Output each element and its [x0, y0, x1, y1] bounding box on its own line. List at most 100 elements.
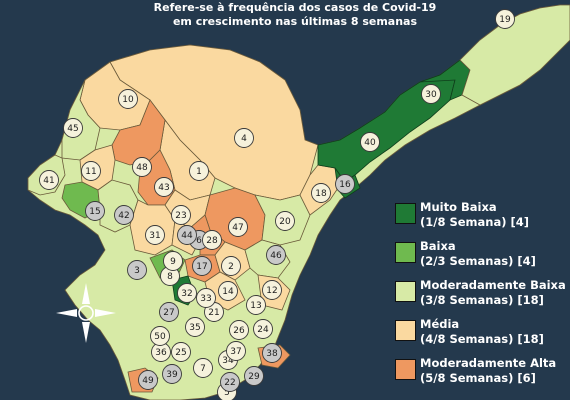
region-number: 5 — [224, 388, 230, 398]
region-marker — [150, 326, 170, 346]
region-marker — [81, 161, 101, 181]
region-marker — [218, 281, 238, 301]
legend-item-muito-baixa: Muito Baixa (1/8 Semana) [4] — [395, 200, 570, 239]
region-marker — [495, 9, 515, 29]
legend-sub: (4/8 Semanas) [18] — [420, 332, 544, 346]
region-label-45: 45 — [63, 118, 83, 138]
region-number: 3 — [134, 266, 140, 276]
region-marker — [163, 251, 183, 271]
map-title-line-2: em crescimento nas últimas 8 semanas — [172, 15, 418, 28]
region-number: 41 — [43, 176, 54, 186]
region-labels: 1234567891011121314151617181920212223242… — [39, 9, 515, 400]
region-number: 42 — [118, 211, 129, 221]
region-number: 44 — [181, 231, 193, 241]
region-label-28: 28 — [202, 230, 222, 250]
legend-sub: (2/3 Semanas) [4] — [420, 254, 536, 268]
region-number: 31 — [149, 231, 160, 241]
region-label-43: 43 — [154, 177, 174, 197]
region-number: 12 — [266, 286, 277, 296]
region-number: 40 — [364, 138, 376, 148]
legend-sub: (1/8 Semana) [4] — [420, 215, 530, 229]
legend-label: Moderadamente Baixa — [420, 278, 566, 292]
legend-label: Baixa — [420, 239, 456, 253]
region-label-22: 22 — [220, 372, 240, 392]
region-label-19: 19 — [495, 9, 515, 29]
region-number: 49 — [142, 376, 154, 386]
region-marker — [118, 89, 138, 109]
region-number: 15 — [89, 207, 100, 217]
region-label-13: 13 — [246, 295, 266, 315]
region-label-32: 32 — [177, 283, 197, 303]
region-marker — [189, 161, 209, 181]
region-number: 34 — [222, 356, 234, 366]
region-label-14: 14 — [218, 281, 238, 301]
region-marker — [221, 256, 241, 276]
region-label-50: 50 — [150, 326, 170, 346]
legend-swatch — [395, 320, 416, 341]
region-label-11: 11 — [81, 161, 101, 181]
region-label-39: 39 — [162, 364, 182, 384]
legend-label: Média — [420, 317, 460, 331]
region-marker — [162, 364, 182, 384]
region-number: 10 — [122, 95, 134, 105]
region-number: 27 — [163, 308, 174, 318]
region-number: 45 — [67, 124, 78, 134]
legend: Muito Baixa (1/8 Semana) [4] Baixa (2/3 … — [395, 200, 570, 395]
region-number: 43 — [158, 183, 169, 193]
region-marker — [114, 205, 134, 225]
region-marker — [185, 317, 205, 337]
region-marker — [171, 342, 191, 362]
region-label-37: 37 — [226, 341, 246, 361]
region-label-1: 1 — [189, 161, 209, 181]
region-label-23: 23 — [171, 205, 191, 225]
region-marker — [202, 230, 222, 250]
region-label-31: 31 — [145, 225, 165, 245]
region-label-7: 7 — [193, 358, 213, 378]
region-marker — [196, 288, 216, 308]
region-number: 24 — [257, 325, 269, 335]
region-marker — [154, 177, 174, 197]
region-number: 30 — [425, 90, 437, 100]
region-label-30: 30 — [421, 84, 441, 104]
region-label-40: 40 — [360, 132, 380, 152]
region-label-25: 25 — [171, 342, 191, 362]
region-number: 33 — [200, 294, 211, 304]
region-marker — [220, 372, 240, 392]
region-number: 26 — [233, 326, 245, 336]
region-label-35: 35 — [185, 317, 205, 337]
region-number: 29 — [248, 372, 260, 382]
region-number: 37 — [230, 347, 241, 357]
region-label-42: 42 — [114, 205, 134, 225]
region-marker — [335, 174, 355, 194]
region-label-47: 47 — [228, 217, 248, 237]
region-number: 11 — [85, 167, 96, 177]
region-label-44: 44 — [177, 225, 197, 245]
region-number: 35 — [189, 323, 200, 333]
legend-swatch — [395, 203, 416, 224]
region-label-3: 3 — [127, 260, 147, 280]
region-number: 1 — [196, 167, 202, 177]
region-number: 13 — [250, 301, 261, 311]
region-45-area — [61, 79, 101, 161]
region-label-46: 46 — [266, 245, 286, 265]
region-number: 14 — [222, 287, 234, 297]
legend-sub: (3/8 Semanas) [18] — [420, 293, 544, 307]
region-label-2: 2 — [221, 256, 241, 276]
region-marker — [193, 358, 213, 378]
legend-sub: (5/8 Semanas) [6] — [420, 371, 536, 385]
legend-item-media: Média (4/8 Semanas) [18] — [395, 317, 570, 356]
region-marker — [266, 245, 286, 265]
region-number: 25 — [175, 348, 186, 358]
region-label-15: 15 — [85, 201, 105, 221]
region-number: 38 — [266, 349, 278, 359]
region-number: 17 — [196, 262, 207, 272]
region-number: 8 — [167, 272, 173, 282]
legend-label: Moderadamente Alta — [420, 356, 557, 370]
region-label-16: 16 — [335, 174, 355, 194]
region-number: 16 — [339, 180, 351, 190]
region-number: 22 — [224, 378, 235, 388]
region-number: 48 — [136, 163, 148, 173]
region-marker — [63, 118, 83, 138]
